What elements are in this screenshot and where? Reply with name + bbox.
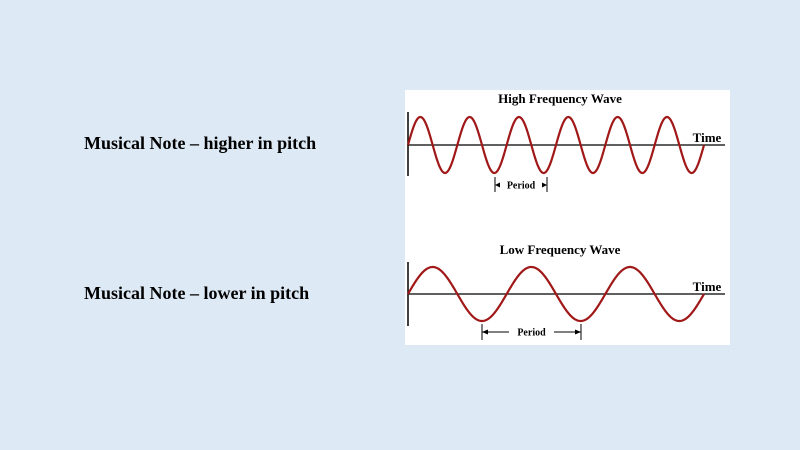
caption-high-pitch: Musical Note – higher in pitch xyxy=(84,133,317,153)
high-frequency-wave xyxy=(406,115,706,175)
high-wave-time-label: Time xyxy=(693,130,722,145)
high-period-right-arrow xyxy=(542,182,547,188)
high-period-label: Period xyxy=(507,181,536,192)
low-period-right-arrow xyxy=(575,329,581,335)
low-period-label: Period xyxy=(517,328,546,339)
low-wave-title: Low Frequency Wave xyxy=(500,242,621,257)
wave-figure: High Frequency Wave Time Period Low Freq… xyxy=(405,90,730,345)
low-wave-time-label: Time xyxy=(693,279,722,294)
high-period-left-arrow xyxy=(495,182,500,188)
high-wave-title: High Frequency Wave xyxy=(498,91,622,106)
high-wave-period-marker: Period xyxy=(494,177,548,192)
low-period-left-arrow xyxy=(482,329,488,335)
low-wave-period-marker: Period xyxy=(481,324,582,340)
caption-low-pitch: Musical Note – lower in pitch xyxy=(84,283,310,303)
wave-diagram: High Frequency Wave Time Period Low Freq… xyxy=(406,91,725,340)
low-frequency-wave xyxy=(407,265,705,323)
